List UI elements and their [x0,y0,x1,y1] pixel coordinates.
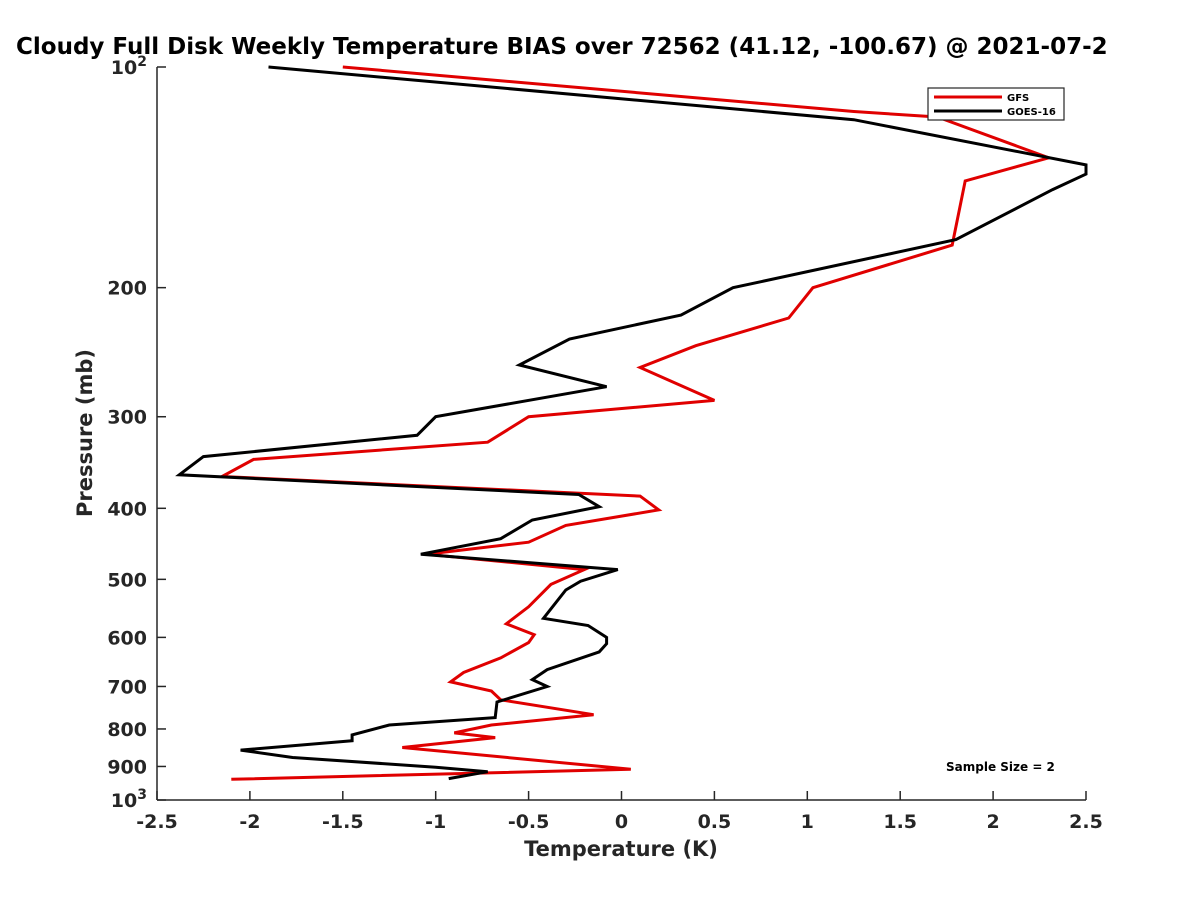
x-tick-label: 1.5 [883,811,917,833]
y-tick-label: 103 [111,787,147,812]
legend-label: GOES-16 [1007,107,1056,118]
x-tick-label: 0 [615,811,628,833]
chart-title: Cloudy Full Disk Weekly Temperature BIAS… [16,34,1108,60]
y-tick-label: 900 [107,756,147,778]
plot-area [156,65,1088,801]
legend-box [927,87,1065,121]
x-tick-label: -2.5 [136,811,178,833]
x-tick-label: 2 [986,811,999,833]
legend-label: GFS [1007,93,1029,104]
sample-size-annotation: Sample Size = 2 [946,760,1055,774]
x-tick-label: -1 [425,811,446,833]
y-tick-label: 200 [107,278,147,300]
series-line-gfs [216,65,1054,781]
y-tick-label: 600 [107,627,147,649]
x-tick-label: -1.5 [322,811,364,833]
y-axis-label: Pressure (mb) [73,349,97,517]
x-tick-label: -2 [239,811,260,833]
x-axis-label: Temperature (K) [524,837,718,861]
x-axis-ticks: -2.5 -2 -1.5 -1 -0.5 0 0.5 1 1.5 2 2.5 [136,791,1103,833]
x-tick-label: 2.5 [1069,811,1103,833]
x-tick-label: -0.5 [508,811,550,833]
series-line-goes-16 [175,65,1088,781]
x-tick-label: 0.5 [698,811,732,833]
y-tick-label: 700 [107,676,147,698]
legend: GFS GOES-16 [927,87,1065,121]
x-tick-label: 1 [801,811,814,833]
y-tick-label: 102 [111,54,147,79]
y-tick-label: 400 [107,498,147,520]
y-tick-label: 500 [107,569,147,591]
y-tick-label: 300 [107,407,147,429]
y-tick-label: 800 [107,719,147,741]
y-axis-ticks: 102 200 300 400 500 600 700 800 900 103 [107,54,166,812]
